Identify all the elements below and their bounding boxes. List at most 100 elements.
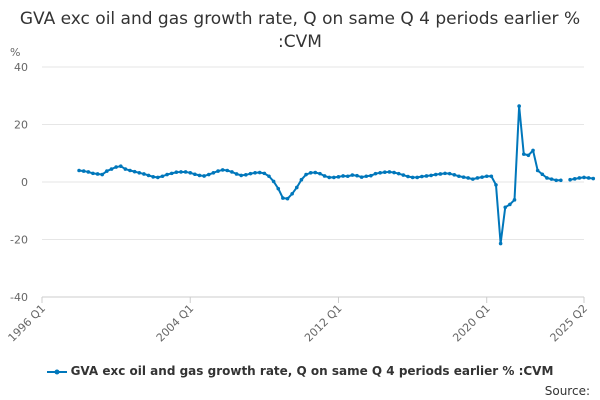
data-point[interactable]: [517, 104, 521, 108]
data-point[interactable]: [281, 196, 285, 200]
data-point[interactable]: [262, 171, 267, 176]
data-point[interactable]: [475, 176, 480, 180]
data-point[interactable]: [165, 172, 169, 177]
data-point[interactable]: [77, 168, 81, 173]
data-point[interactable]: [234, 172, 239, 176]
data-point[interactable]: [364, 174, 369, 179]
data-point[interactable]: [146, 173, 151, 178]
data-point[interactable]: [156, 175, 160, 180]
data-point[interactable]: [452, 173, 457, 177]
data-point[interactable]: [359, 175, 364, 179]
data-point[interactable]: [554, 178, 559, 183]
data-point[interactable]: [132, 169, 137, 174]
data-point[interactable]: [137, 171, 142, 175]
data-point[interactable]: [512, 198, 517, 202]
data-point[interactable]: [271, 179, 276, 184]
data-point[interactable]: [387, 170, 392, 174]
data-point[interactable]: [540, 172, 545, 177]
data-point[interactable]: [332, 175, 336, 180]
data-point[interactable]: [299, 177, 304, 182]
data-point[interactable]: [406, 174, 410, 179]
data-point[interactable]: [267, 174, 271, 179]
data-point[interactable]: [109, 167, 114, 171]
data-point[interactable]: [244, 173, 248, 177]
data-point[interactable]: [471, 177, 475, 181]
data-point[interactable]: [568, 177, 572, 182]
data-point[interactable]: [503, 205, 508, 210]
data-point[interactable]: [188, 171, 193, 175]
data-point[interactable]: [313, 170, 318, 175]
data-point[interactable]: [461, 175, 466, 179]
data-point[interactable]: [86, 170, 91, 174]
data-point[interactable]: [591, 176, 596, 181]
data-point[interactable]: [433, 172, 438, 177]
data-point[interactable]: [498, 241, 503, 246]
data-point[interactable]: [531, 148, 535, 153]
data-point[interactable]: [341, 174, 345, 178]
data-point[interactable]: [480, 175, 484, 179]
data-point[interactable]: [100, 172, 105, 177]
data-point[interactable]: [392, 170, 396, 175]
data-point[interactable]: [549, 177, 554, 181]
data-point[interactable]: [304, 172, 308, 177]
data-point[interactable]: [577, 176, 582, 180]
data-point[interactable]: [308, 171, 313, 175]
data-point[interactable]: [294, 185, 299, 190]
data-point[interactable]: [582, 175, 586, 180]
data-point[interactable]: [489, 174, 494, 179]
data-point[interactable]: [220, 168, 225, 172]
data-point[interactable]: [327, 175, 332, 180]
data-point[interactable]: [151, 175, 155, 179]
data-point[interactable]: [345, 174, 350, 179]
data-point[interactable]: [118, 164, 123, 168]
data-point[interactable]: [447, 171, 452, 176]
data-point[interactable]: [123, 167, 128, 171]
data-point[interactable]: [429, 173, 433, 178]
data-point[interactable]: [535, 168, 540, 173]
data-point[interactable]: [248, 171, 253, 176]
data-point[interactable]: [95, 172, 100, 176]
data-point[interactable]: [401, 173, 406, 177]
data-point[interactable]: [545, 176, 549, 180]
data-point[interactable]: [114, 165, 118, 169]
data-point[interactable]: [169, 171, 174, 176]
data-point[interactable]: [206, 172, 211, 177]
data-point[interactable]: [174, 170, 179, 175]
data-point[interactable]: [257, 170, 262, 175]
data-point[interactable]: [239, 173, 243, 178]
data-point[interactable]: [230, 170, 234, 174]
data-point[interactable]: [290, 191, 294, 196]
data-point[interactable]: [572, 177, 577, 181]
data-point[interactable]: [197, 173, 202, 178]
data-point[interactable]: [373, 171, 378, 176]
data-point[interactable]: [81, 169, 86, 173]
data-point[interactable]: [336, 175, 341, 179]
data-point[interactable]: [586, 176, 591, 180]
data-point[interactable]: [91, 171, 95, 176]
data-point[interactable]: [211, 171, 216, 175]
data-point[interactable]: [285, 196, 290, 201]
data-point[interactable]: [322, 174, 327, 178]
data-point[interactable]: [466, 176, 470, 180]
data-point[interactable]: [526, 153, 531, 158]
data-point[interactable]: [443, 171, 447, 176]
data-point[interactable]: [355, 173, 359, 178]
data-point[interactable]: [457, 174, 461, 179]
data-point[interactable]: [253, 171, 257, 175]
data-point[interactable]: [105, 169, 109, 173]
data-point[interactable]: [183, 170, 188, 174]
data-point[interactable]: [420, 174, 424, 179]
data-point[interactable]: [415, 175, 420, 180]
data-point[interactable]: [484, 174, 489, 179]
data-point[interactable]: [559, 178, 563, 183]
data-point[interactable]: [216, 169, 220, 173]
data-point[interactable]: [410, 175, 415, 180]
data-point[interactable]: [424, 174, 429, 178]
data-point[interactable]: [521, 152, 526, 156]
data-point[interactable]: [160, 174, 165, 179]
data-point[interactable]: [193, 172, 197, 177]
data-point[interactable]: [276, 186, 281, 191]
data-point[interactable]: [179, 170, 183, 174]
data-point[interactable]: [369, 173, 373, 178]
data-point[interactable]: [202, 174, 206, 178]
